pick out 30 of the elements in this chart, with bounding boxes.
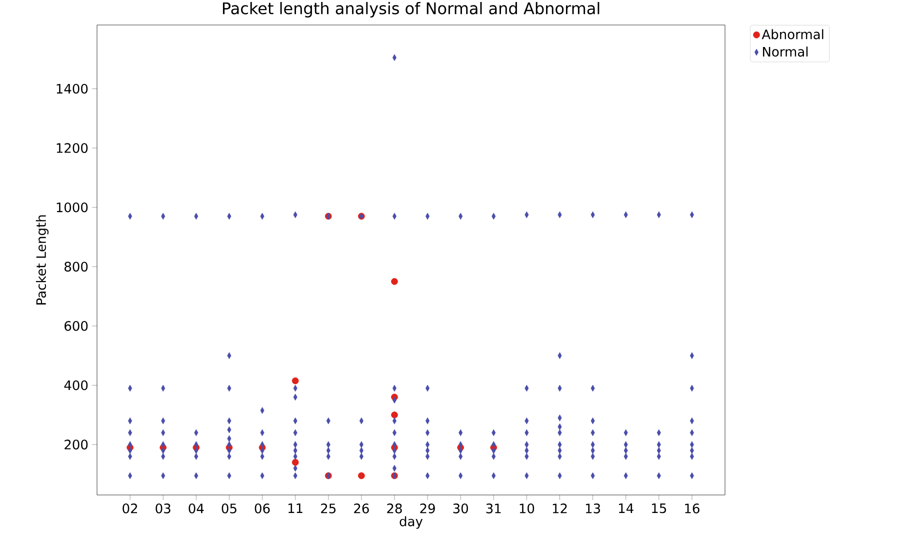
x-tick-label: 10 <box>520 504 534 514</box>
x-tick-label: 29 <box>420 504 435 514</box>
x-tick-label: 02 <box>122 504 138 514</box>
y-tick-label: 1000 <box>56 202 88 212</box>
x-axis-title: day <box>400 516 423 529</box>
x-tick-label: 16 <box>685 504 700 514</box>
x-tick-label: 31 <box>486 504 501 514</box>
x-tick-label: 14 <box>619 504 634 513</box>
legend-label: Normal <box>762 46 808 57</box>
x-tick-label: 12 <box>552 504 567 514</box>
x-tick-label: 03 <box>156 504 170 514</box>
x-tick-label: 13 <box>586 504 600 514</box>
x-tick-label: 05 <box>222 504 236 514</box>
y-tick-label: 200 <box>64 440 88 450</box>
x-tick-label: 25 <box>321 504 336 514</box>
x-tick-label: 04 <box>188 504 204 514</box>
y-tick-label: 600 <box>64 321 88 331</box>
x-tick-label: 30 <box>453 504 468 514</box>
x-tick-label: 11 <box>288 504 302 513</box>
y-tick-label: 1400 <box>56 84 88 94</box>
y-tick-label: 400 <box>64 380 88 390</box>
y-axis-title: Packet Length <box>36 215 49 304</box>
x-tick-label: 28 <box>387 504 402 514</box>
y-tick-label: 800 <box>64 262 88 272</box>
chart-title: Packet length analysis of Normal and Abnormal <box>222 2 600 18</box>
legend-label: Abnormal <box>762 29 824 40</box>
x-tick-label: 06 <box>254 504 270 514</box>
x-tick-label: 15 <box>652 504 666 514</box>
x-tick-label: 26 <box>354 504 369 514</box>
y-tick-label: 1200 <box>56 143 88 153</box>
